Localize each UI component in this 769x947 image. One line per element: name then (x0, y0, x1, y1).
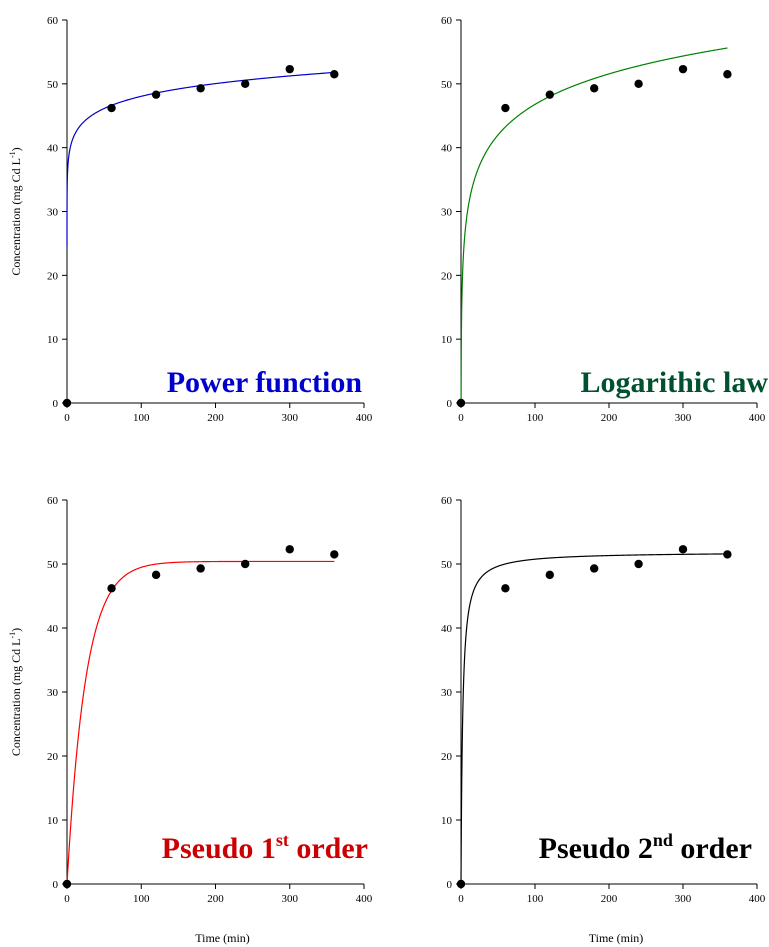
y-tick-label: 30 (47, 207, 59, 219)
fit-curve (460, 553, 728, 884)
y-tick-label: 0 (447, 398, 453, 410)
data-point (107, 103, 116, 113)
x-tick-label: 0 (64, 893, 70, 905)
data-point (107, 584, 116, 593)
data-point (723, 70, 732, 79)
x-tick-label: 200 (601, 893, 618, 905)
x-tick-label: 200 (601, 412, 618, 424)
x-tick-label: 100 (527, 412, 544, 424)
y-tick-label: 40 (47, 143, 59, 155)
y-tick-label: 40 (47, 623, 59, 635)
data-point (501, 584, 510, 593)
y-tick-label: 50 (47, 559, 59, 571)
y-tick-label: 20 (441, 270, 453, 282)
chart-panel-1: 0 10 20 30 40 50 60 0 100 200 300 400 Concentration … (8, 15, 373, 424)
data-point (62, 879, 72, 889)
x-tick-label: 100 (133, 893, 150, 905)
panel-title: Pseudo 2nd order (539, 830, 752, 865)
x-axis-label: Time (min) (589, 931, 644, 945)
panel-title: Logarithic law (581, 366, 769, 399)
x-tick-label: 300 (282, 412, 299, 424)
data-point (196, 564, 205, 573)
x-tick-label: 400 (356, 893, 373, 905)
data-point (241, 559, 250, 569)
y-axis-label: Concentration (mg Cd L-1) (8, 147, 23, 275)
x-tick-label: 0 (458, 893, 464, 905)
y-tick-label: 20 (47, 751, 59, 763)
chart-panel-4: 0 10 20 30 40 50 60 0 100 200 300 400 Time (min) Pseu… (441, 495, 766, 945)
data-point (330, 550, 339, 559)
y-tick-label: 30 (47, 687, 59, 699)
data-point (545, 90, 554, 99)
x-tick-label: 200 (207, 412, 224, 424)
data-point (634, 559, 643, 569)
data-point (501, 103, 510, 113)
y-axis-label: Concentration (mg Cd L-1) (8, 628, 23, 756)
x-tick-label: 0 (64, 412, 70, 424)
panel-title: Pseudo 1st order (162, 830, 368, 865)
x-tick-label: 400 (356, 412, 373, 424)
x-tick-label: 100 (133, 412, 150, 424)
data-point (62, 398, 72, 408)
x-tick-label: 300 (282, 893, 299, 905)
fit-curve (460, 47, 728, 404)
x-tick-label: 300 (675, 412, 692, 424)
y-tick-label: 10 (47, 334, 59, 346)
y-tick-label: 50 (441, 559, 453, 571)
y-tick-label: 10 (441, 334, 453, 346)
x-tick-label: 400 (749, 412, 766, 424)
y-tick-label: 60 (47, 495, 59, 507)
data-point (241, 79, 250, 89)
data-point (590, 564, 599, 573)
y-tick-label: 60 (441, 15, 453, 27)
data-point (196, 84, 205, 93)
y-tick-label: 0 (53, 398, 59, 410)
y-tick-label: 0 (53, 879, 59, 891)
x-tick-label: 300 (675, 893, 692, 905)
y-tick-label: 0 (447, 879, 453, 891)
x-tick-label: 0 (458, 412, 464, 424)
fit-curve (66, 560, 335, 885)
data-point (678, 64, 688, 74)
y-tick-label: 10 (47, 815, 59, 827)
chart-panel-3: 0 10 20 30 40 50 60 0 100 200 300 400 Concentration … (8, 495, 373, 945)
data-point (285, 64, 294, 74)
y-tick-label: 40 (441, 623, 453, 635)
data-point (590, 84, 599, 93)
data-point (545, 570, 554, 580)
data-point (151, 90, 161, 99)
y-tick-label: 60 (47, 15, 59, 27)
x-tick-label: 400 (749, 893, 766, 905)
panel-title: Power function (167, 366, 363, 399)
data-point (285, 545, 294, 554)
y-tick-label: 10 (441, 815, 453, 827)
x-tick-label: 100 (527, 893, 544, 905)
y-tick-label: 50 (47, 79, 59, 91)
data-point (456, 879, 466, 889)
y-tick-label: 40 (441, 143, 453, 155)
y-tick-label: 50 (441, 79, 453, 91)
y-tick-label: 30 (441, 687, 453, 699)
y-tick-label: 30 (441, 207, 453, 219)
data-point (723, 550, 732, 559)
x-axis-label: Time (min) (195, 931, 250, 945)
x-tick-label: 200 (207, 893, 224, 905)
y-tick-label: 20 (47, 270, 59, 282)
chart-panel-2: 0 10 20 30 40 50 60 0 100 200 300 400 Logarithic law (441, 15, 768, 424)
data-point (634, 79, 643, 89)
y-tick-label: 20 (441, 751, 453, 763)
data-point (330, 70, 339, 79)
data-point (456, 398, 466, 408)
data-point (151, 570, 161, 580)
y-tick-label: 60 (441, 495, 453, 507)
fit-curve (66, 71, 335, 247)
data-point (678, 545, 688, 554)
